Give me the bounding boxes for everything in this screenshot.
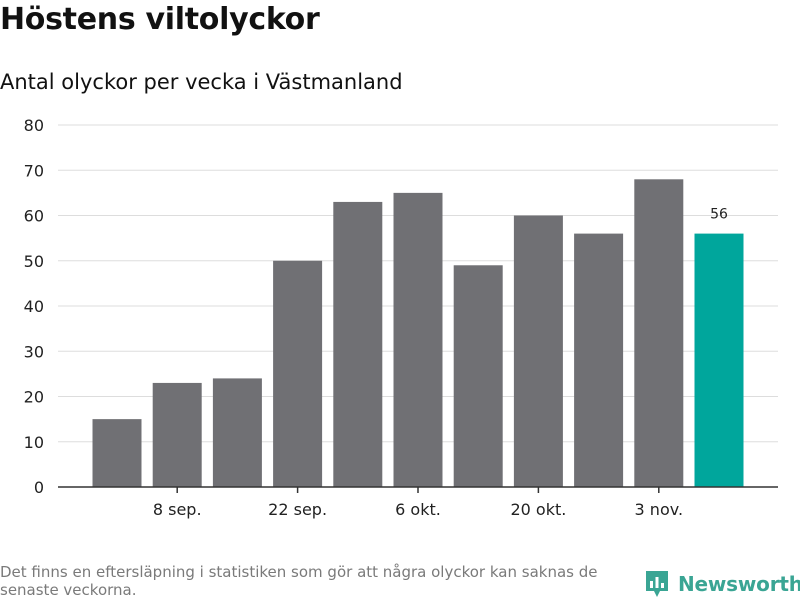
y-tick-label: 10: [24, 433, 44, 452]
footnote: Det finns en eftersläpning i statistiken…: [0, 563, 598, 599]
data-label: 56: [710, 207, 728, 223]
chart-subtitle: Antal olyckor per vecka i Västmanland: [0, 70, 403, 94]
y-tick-label: 0: [34, 478, 44, 497]
bar: [273, 260, 323, 487]
bar: [152, 382, 202, 487]
brand-logo: Newsworthy: [644, 569, 800, 599]
bar-highlight: [694, 233, 744, 487]
bar: [333, 201, 383, 488]
bar: [92, 419, 142, 487]
brand-name: Newsworthy: [678, 572, 800, 596]
bar: [513, 215, 563, 487]
x-tick-label: 8 sep.: [153, 500, 202, 519]
x-tick-label: 22 sep.: [268, 500, 327, 519]
bar: [393, 192, 443, 487]
chart-title: Höstens viltolyckor: [0, 2, 320, 37]
bar: [574, 233, 624, 487]
bar-chart-logo-icon: [646, 571, 668, 597]
x-tick-label: 6 okt.: [395, 500, 441, 519]
bar: [453, 265, 503, 487]
y-tick-label: 30: [24, 342, 44, 361]
y-tick-label: 60: [24, 207, 44, 226]
y-tick-label: 70: [24, 161, 44, 180]
bar: [634, 179, 684, 488]
y-tick-label: 80: [24, 116, 44, 135]
y-tick-label: 50: [24, 252, 44, 271]
x-tick-label: 20 okt.: [510, 500, 566, 519]
bar: [212, 378, 262, 487]
y-tick-label: 40: [24, 297, 44, 316]
x-tick-label: 3 nov.: [635, 500, 684, 519]
y-tick-label: 20: [24, 388, 44, 407]
